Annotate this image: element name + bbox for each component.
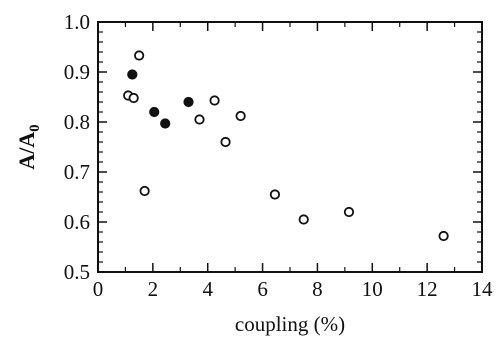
svg-text:A/A0: A/A0 xyxy=(14,124,43,169)
filled-data-point xyxy=(149,106,160,118)
x-tick-label: 4 xyxy=(202,277,213,301)
open-data-point xyxy=(220,136,231,148)
y-tick-label: 0.8 xyxy=(64,110,90,134)
open-data-point xyxy=(438,230,449,242)
open-data-point xyxy=(194,114,205,125)
y-tick-label: 0.6 xyxy=(64,210,90,234)
x-tick-label: 0 xyxy=(93,277,104,301)
filled-data-point xyxy=(160,118,171,129)
y-tick-label: 0.7 xyxy=(64,160,90,184)
open-data-point xyxy=(209,95,220,106)
y-tick-label: 1.0 xyxy=(64,10,90,34)
open-data-point xyxy=(134,50,145,61)
data-points xyxy=(123,50,449,242)
y-tick-label: 0.9 xyxy=(64,60,90,84)
x-tick-label: 10 xyxy=(362,277,383,301)
open-data-point xyxy=(269,189,281,200)
y-tick-label: 0.5 xyxy=(64,260,90,284)
x-tick-label: 6 xyxy=(257,277,268,301)
x-tick-label: 12 xyxy=(417,277,438,301)
axis-tick-labels: 0 2 4 6 8 10 12 14 0.5 0.6 0.7 0.8 0.9 1.0 xyxy=(64,10,493,301)
x-tick-label: 14 xyxy=(472,277,494,301)
axis-ticks xyxy=(97,21,483,273)
filled-data-point xyxy=(127,69,138,80)
y-axis-label-subscript: 0 xyxy=(27,124,43,132)
x-tick-label: 2 xyxy=(148,277,159,301)
y-axis-label: A/A0 xyxy=(14,124,43,169)
open-data-point xyxy=(343,206,355,218)
open-data-point xyxy=(128,92,139,104)
plot-frame xyxy=(97,21,483,273)
x-tick-label: 8 xyxy=(312,277,323,301)
x-axis-label: coupling (%) xyxy=(235,312,345,336)
open-data-point xyxy=(139,185,150,197)
open-data-point xyxy=(298,214,309,225)
open-data-point xyxy=(235,110,246,122)
y-axis-label-main: A/A xyxy=(14,132,39,170)
filled-data-point xyxy=(183,96,194,108)
